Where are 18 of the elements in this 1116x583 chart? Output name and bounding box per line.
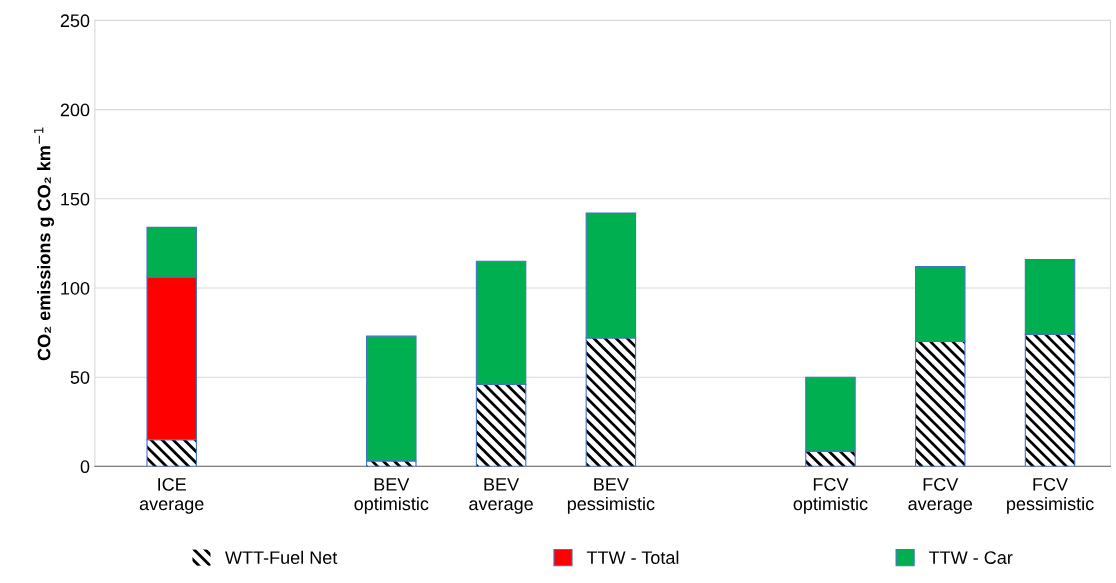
legend-label: WTT-Fuel Net <box>225 550 338 564</box>
y-tick-label: 100 <box>61 281 90 295</box>
y-tick-label: 200 <box>60 103 90 117</box>
x-tick-label: BEV optimistic <box>354 478 429 514</box>
x-tick-label: ICE average <box>139 477 204 514</box>
bar <box>366 335 417 462</box>
y-tick-label: 150 <box>61 192 90 206</box>
x-tick-label: BEV pessimistic <box>567 478 655 514</box>
y-tick-label: 0 <box>80 460 90 474</box>
x-tick-label: BEV average <box>469 478 533 514</box>
x-tick-label: FCV average <box>908 477 973 514</box>
y-axis-title: CO₂ emissions g CO₂ km$^{−1}$ <box>34 127 55 361</box>
legend-label: TTW - Total <box>586 550 679 564</box>
legend-label: TTW - Car <box>929 551 1013 564</box>
x-tick-label: FCV optimistic <box>793 477 868 514</box>
y-tick-label: 50 <box>70 371 90 384</box>
y-tick-label: 250 <box>60 14 90 28</box>
x-tick-label: FCV pessimistic <box>1007 477 1094 514</box>
